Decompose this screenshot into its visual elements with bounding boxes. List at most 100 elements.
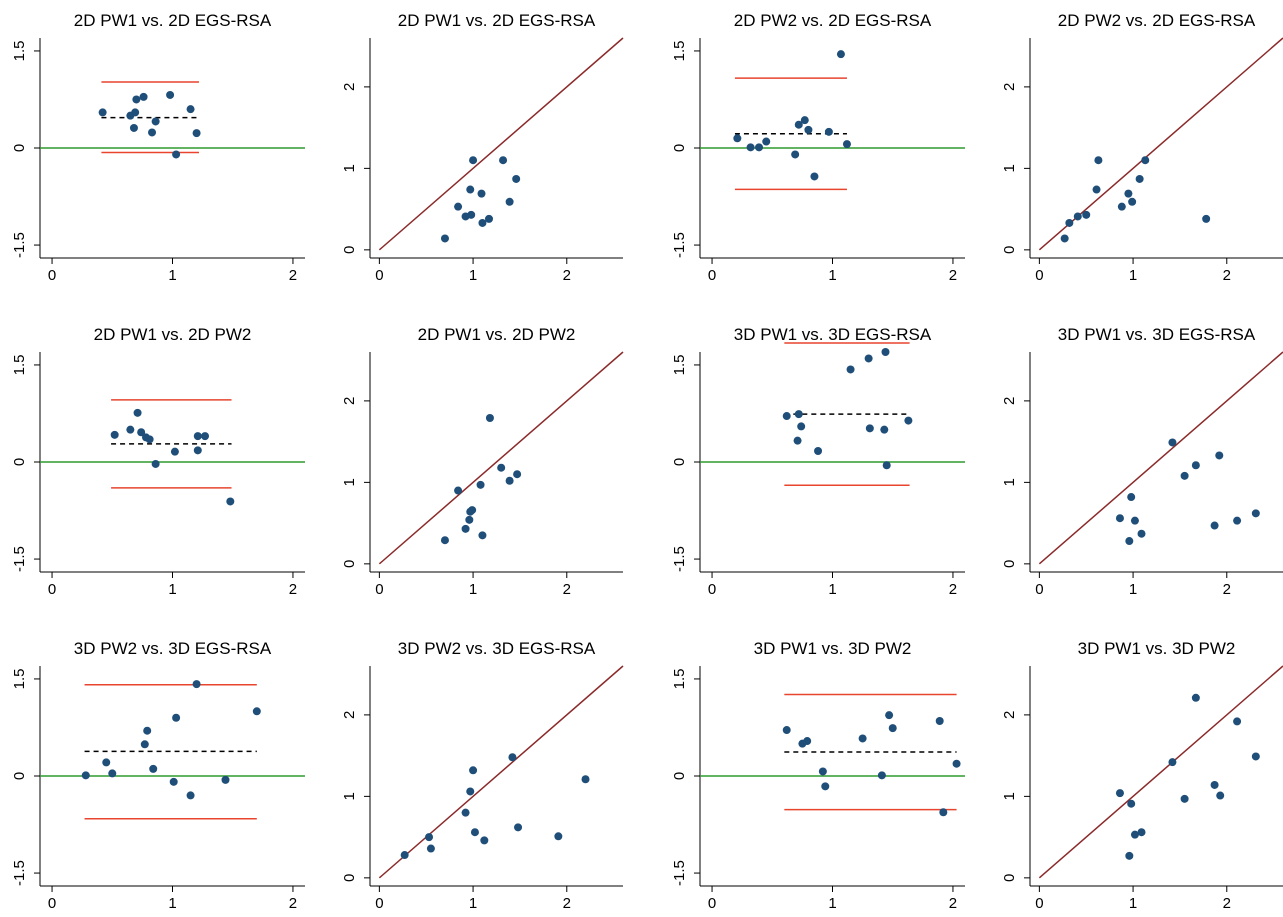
x-tick-label: 1 — [1129, 581, 1137, 598]
data-point — [485, 414, 494, 422]
data-point — [762, 137, 771, 146]
y-tick-label: 0 — [341, 874, 358, 882]
chart-title: 2D PW1 vs. 2D EGS-RSA — [74, 11, 272, 30]
data-point — [1127, 493, 1136, 502]
data-point — [461, 524, 470, 533]
chart-panel: 3D PW1 vs. 3D PW2 0 1 2 -1.5 0 1.5 — [671, 639, 965, 912]
data-point — [733, 134, 742, 143]
data-point — [1115, 789, 1124, 798]
data-point — [782, 726, 791, 735]
data-point — [885, 711, 894, 720]
x-tick-label: 0 — [1035, 895, 1043, 912]
y-tick-label: 1 — [341, 164, 358, 172]
identity-line — [378, 665, 624, 879]
data-point — [170, 447, 179, 456]
data-point — [466, 787, 475, 796]
data-point — [477, 189, 486, 198]
x-tick-label: 0 — [48, 581, 56, 598]
x-tick-label: 2 — [949, 581, 957, 598]
data-point — [81, 771, 90, 780]
data-point — [746, 143, 755, 152]
y-tick-label: 1.5 — [671, 355, 688, 376]
x-tick-label: 2 — [1223, 581, 1231, 598]
y-tick-label: -1.5 — [11, 860, 28, 886]
identity-line — [378, 351, 624, 565]
data-point — [426, 844, 435, 853]
data-point — [814, 447, 823, 455]
y-tick-label: 0 — [341, 246, 358, 254]
y-tick-label: 1 — [341, 478, 358, 486]
y-tick-label: -1.5 — [671, 546, 688, 572]
data-point — [140, 740, 149, 749]
data-point — [139, 92, 148, 101]
x-tick-label: 0 — [708, 581, 716, 598]
data-point — [499, 156, 508, 165]
data-point — [193, 446, 202, 455]
data-point — [513, 470, 522, 479]
x-tick-label: 2 — [1223, 267, 1231, 284]
y-tick-label: 0 — [1001, 874, 1018, 882]
data-point — [1127, 799, 1136, 808]
data-point — [252, 707, 261, 716]
data-point — [1137, 529, 1146, 538]
data-point — [824, 127, 833, 136]
y-tick-label: 2 — [341, 711, 358, 719]
data-point — [1137, 828, 1146, 837]
data-point — [505, 476, 514, 485]
y-tick-label: -1.5 — [11, 546, 28, 572]
y-tick-label: 0 — [11, 458, 28, 466]
data-point — [888, 724, 897, 733]
data-point — [469, 766, 478, 775]
data-point — [461, 808, 470, 817]
x-tick-label: 1 — [1129, 895, 1137, 912]
data-point — [467, 210, 476, 219]
data-point — [151, 117, 160, 126]
data-point — [192, 680, 201, 689]
data-point — [221, 775, 230, 784]
data-point — [1202, 214, 1211, 223]
data-point — [842, 140, 851, 149]
chart-panel: 3D PW2 vs. 3D EGS-RSA 0 1 2 -1.5 0 1.5 — [11, 639, 305, 912]
data-point — [810, 172, 819, 181]
y-tick-label: -1.5 — [671, 860, 688, 886]
data-point — [1168, 438, 1177, 447]
data-point — [794, 410, 803, 419]
x-tick-label: 0 — [1035, 581, 1043, 598]
chart-title: 3D PW2 vs. 3D EGS-RSA — [398, 639, 596, 658]
y-tick-label: 0 — [1001, 246, 1018, 254]
data-point — [1117, 202, 1126, 211]
x-tick-label: 2 — [563, 895, 571, 912]
chart-panel: 3D PW1 vs. 3D EGS-RSA 0 1 2 -1.5 0 1.5 — [671, 325, 965, 598]
x-tick-label: 0 — [48, 267, 56, 284]
chart-panel: 3D PW2 vs. 3D EGS-RSA 0 1 2 0 1 2 — [341, 639, 624, 912]
data-point — [440, 536, 449, 545]
y-tick-label: 0 — [671, 144, 688, 152]
y-tick-label: 1.5 — [671, 669, 688, 690]
data-point — [554, 832, 563, 841]
chart-title: 3D PW1 vs. 3D EGS-RSA — [734, 325, 932, 344]
data-point — [512, 174, 521, 183]
data-point — [939, 808, 948, 817]
data-point — [1251, 509, 1260, 518]
data-point — [108, 769, 117, 778]
data-point — [186, 105, 195, 114]
data-point — [1073, 212, 1082, 221]
data-point — [882, 461, 891, 470]
data-point — [110, 430, 119, 439]
data-point — [846, 365, 855, 374]
data-point — [818, 767, 827, 776]
data-point — [466, 185, 475, 194]
data-point — [804, 125, 813, 134]
data-point — [133, 408, 142, 417]
data-point — [880, 425, 889, 434]
chart-title: 3D PW1 vs. 3D PW2 — [754, 639, 912, 658]
data-point — [465, 515, 474, 524]
data-point — [476, 480, 485, 489]
data-point — [935, 717, 944, 725]
y-tick-label: 2 — [1001, 83, 1018, 91]
x-tick-label: 2 — [949, 267, 957, 284]
data-point — [1210, 780, 1219, 789]
chart-title: 2D PW1 vs. 2D EGS-RSA — [398, 11, 596, 30]
y-tick-label: 1 — [1001, 164, 1018, 172]
